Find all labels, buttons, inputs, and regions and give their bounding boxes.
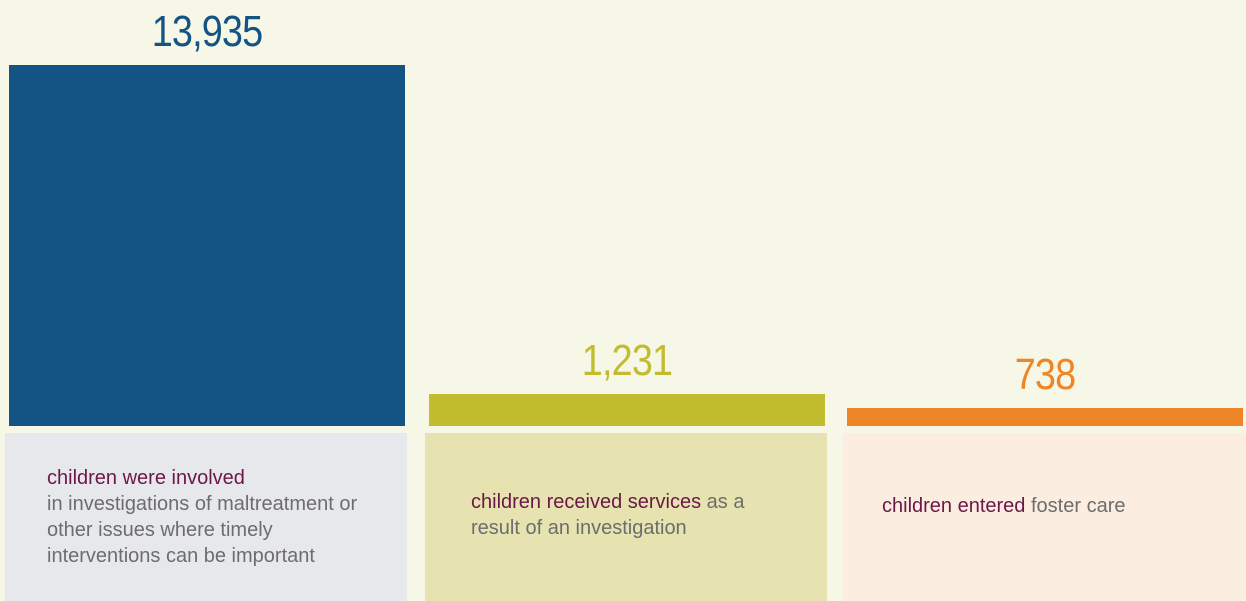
column-involved: 13,935 children were involved in investi… [5,0,407,601]
description-involved: children were involved in investigations… [47,465,377,569]
description-rest-involved: in investigations of maltreatment or oth… [47,493,358,567]
description-rest-foster-care: foster care [1025,495,1126,517]
value-label-services: 1,231 [581,336,673,385]
bar-services [429,394,825,426]
bar-involved [9,65,405,426]
value-label-foster-care: 738 [1014,350,1076,399]
description-rest-services: as a result of an investigation [471,491,745,539]
value-label-involved: 13,935 [151,7,263,56]
card-involved: children were involved in investigations… [5,433,407,601]
description-foster-care: children entered foster care [882,493,1215,519]
bar-foster-care [847,408,1243,426]
description-highlight-services: children received services [471,491,702,513]
description-services: children received services as a result o… [471,489,797,541]
column-services: 1,231 children received services as a re… [425,0,827,601]
card-services: children received services as a result o… [425,433,827,601]
description-highlight-foster-care: children entered [882,495,1026,517]
column-foster-care: 738 children entered foster care [843,0,1245,601]
description-highlight-involved: children were involved [47,467,245,489]
card-foster-care: children entered foster care [843,433,1245,601]
